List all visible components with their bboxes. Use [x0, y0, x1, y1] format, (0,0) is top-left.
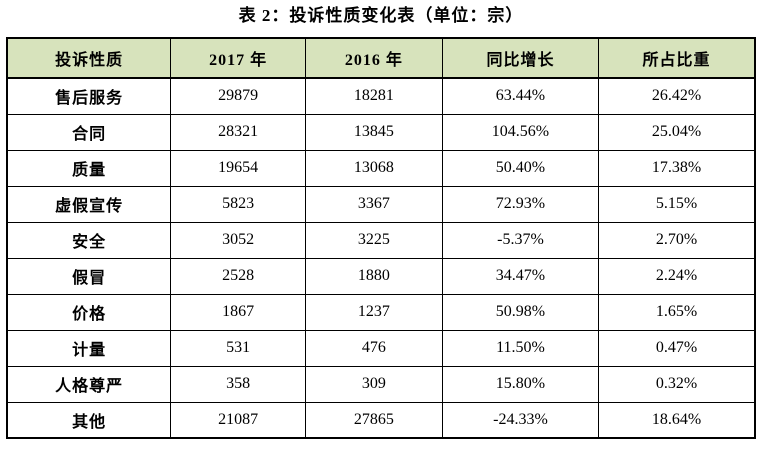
data-cell: 11.50% [441, 329, 600, 367]
data-cell: 358 [170, 365, 306, 403]
data-cell: 34.47% [441, 257, 600, 295]
column-header-2017: 2017 年 [170, 37, 306, 79]
table-row: 其他 21087 27865 -24.33% 18.64% [6, 401, 756, 439]
table-title: 表 2：投诉性质变化表（单位：宗） [238, 6, 524, 25]
data-cell: 50.98% [441, 293, 600, 331]
header-row: 投诉性质 2017 年 2016 年 同比增长 所占比重 [6, 37, 756, 79]
row-label-cell: 虚假宣传 [6, 185, 172, 223]
row-label-cell: 假冒 [6, 257, 172, 295]
complaint-nature-table: 投诉性质 2017 年 2016 年 同比增长 所占比重 售后服务 29879 18… [6, 37, 756, 439]
data-cell: 531 [170, 329, 306, 367]
data-cell: -5.37% [441, 221, 600, 259]
table-row: 假冒 2528 1880 34.47% 2.24% [6, 257, 756, 295]
data-cell: 1880 [304, 257, 443, 295]
row-label-cell: 售后服务 [6, 77, 172, 115]
data-cell: 50.40% [441, 149, 600, 187]
data-cell: 476 [304, 329, 443, 367]
data-cell: 63.44% [441, 77, 600, 115]
data-cell: 1867 [170, 293, 306, 331]
data-cell: 2528 [170, 257, 306, 295]
column-header-yoy-growth: 同比增长 [441, 37, 600, 79]
table-row: 计量 531 476 11.50% 0.47% [6, 329, 756, 367]
table-row: 售后服务 29879 18281 63.44% 26.42% [6, 77, 756, 115]
data-cell: 28321 [170, 113, 306, 151]
row-label-cell: 质量 [6, 149, 172, 187]
row-label-cell: 其他 [6, 401, 172, 439]
table-row: 质量 19654 13068 50.40% 17.38% [6, 149, 756, 187]
column-header-2016: 2016 年 [304, 37, 443, 79]
data-cell: 72.93% [441, 185, 600, 223]
data-cell: 2.24% [598, 257, 756, 295]
data-cell: 18281 [304, 77, 443, 115]
data-cell: 13845 [304, 113, 443, 151]
data-cell: 21087 [170, 401, 306, 439]
row-label-cell: 合同 [6, 113, 172, 151]
data-cell: -24.33% [441, 401, 600, 439]
data-cell: 17.38% [598, 149, 756, 187]
table-row: 合同 28321 13845 104.56% 25.04% [6, 113, 756, 151]
data-cell: 13068 [304, 149, 443, 187]
data-cell: 18.64% [598, 401, 756, 439]
data-cell: 1237 [304, 293, 443, 331]
data-cell: 3367 [304, 185, 443, 223]
column-header-complaint-nature: 投诉性质 [6, 37, 172, 79]
data-cell: 5823 [170, 185, 306, 223]
data-cell: 25.04% [598, 113, 756, 151]
data-cell: 1.65% [598, 293, 756, 331]
data-cell: 27865 [304, 401, 443, 439]
row-label-cell: 价格 [6, 293, 172, 331]
table-row: 人格尊严 358 309 15.80% 0.32% [6, 365, 756, 403]
column-header-proportion: 所占比重 [598, 37, 756, 79]
row-label-cell: 安全 [6, 221, 172, 259]
data-cell: 0.47% [598, 329, 756, 367]
data-cell: 0.32% [598, 365, 756, 403]
table-row: 安全 3052 3225 -5.37% 2.70% [6, 221, 756, 259]
data-cell: 29879 [170, 77, 306, 115]
data-cell: 2.70% [598, 221, 756, 259]
row-label-cell: 人格尊严 [6, 365, 172, 403]
data-cell: 5.15% [598, 185, 756, 223]
data-cell: 19654 [170, 149, 306, 187]
table-row: 虚假宣传 5823 3367 72.93% 5.15% [6, 185, 756, 223]
data-cell: 104.56% [441, 113, 600, 151]
row-label-cell: 计量 [6, 329, 172, 367]
data-cell: 26.42% [598, 77, 756, 115]
data-cell: 309 [304, 365, 443, 403]
data-cell: 3225 [304, 221, 443, 259]
data-cell: 3052 [170, 221, 306, 259]
table-row: 价格 1867 1237 50.98% 1.65% [6, 293, 756, 331]
data-cell: 15.80% [441, 365, 600, 403]
